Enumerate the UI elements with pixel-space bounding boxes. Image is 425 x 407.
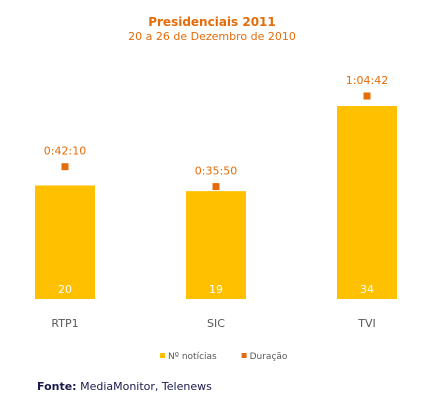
legend-label: Duração xyxy=(250,352,288,362)
chart-canvas: Presidenciais 2011 20 a 26 de Dezembro d… xyxy=(35,15,397,362)
bar-value-label: 20 xyxy=(58,283,72,296)
duration-label: 1:04:42 xyxy=(346,74,388,87)
category-label: SIC xyxy=(207,317,225,330)
duration-marker-sic xyxy=(212,183,220,191)
bar-rtp1 xyxy=(35,185,95,299)
chart-subtitle: 20 a 26 de Dezembro de 2010 xyxy=(128,30,296,43)
category-label: TVI xyxy=(357,317,376,330)
chart-title: Presidenciais 2011 xyxy=(148,15,276,29)
category-label: RTP1 xyxy=(51,317,78,330)
legend-label: Nº notícias xyxy=(168,352,217,362)
source-label: Fonte: xyxy=(37,380,77,393)
legend: Nº notícias Duração xyxy=(160,352,288,362)
duration-marker-rtp1 xyxy=(61,163,69,171)
bar-tvi xyxy=(337,106,397,299)
legend-swatch xyxy=(160,353,165,358)
source-note: Fonte: MediaMonitor, Telenews xyxy=(37,380,212,393)
plot-area: 20 0:42:10 RTP1 19 0:35:50 SIC 34 1:04:42 TVI xyxy=(35,74,397,330)
duration-label: 0:42:10 xyxy=(44,145,86,158)
bar-value-label: 19 xyxy=(209,283,223,296)
source-text: MediaMonitor, Telenews xyxy=(80,380,212,393)
bar-value-label: 34 xyxy=(360,283,374,296)
duration-marker-tvi xyxy=(363,92,371,100)
legend-swatch xyxy=(241,353,247,358)
duration-label: 0:35:50 xyxy=(195,165,237,178)
bar-sic xyxy=(186,191,246,299)
